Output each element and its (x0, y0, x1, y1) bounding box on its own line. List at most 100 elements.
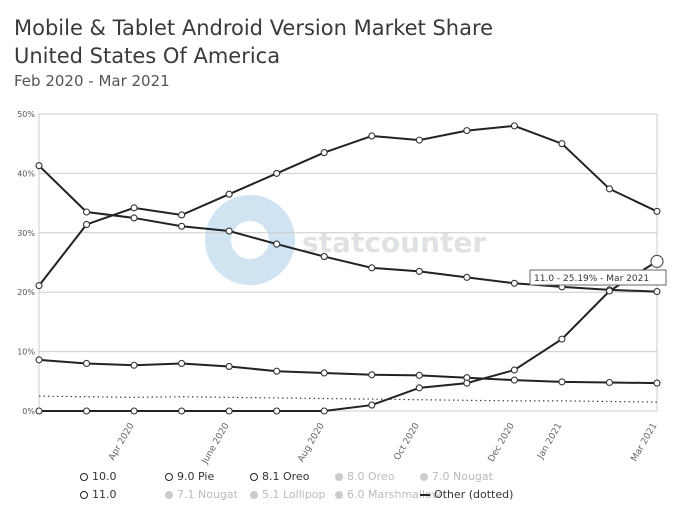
legend-label: Other (dotted) (434, 488, 514, 501)
legend-label: 7.0 Nougat (432, 470, 493, 483)
legend-item-9-0-pie[interactable]: 9.0 Pie (165, 470, 214, 483)
legend-item-6-0-marshmallow[interactable]: 6.0 Marshmallow (335, 488, 441, 501)
y-tick-label: 0% (22, 407, 35, 416)
data-point-11-0 (463, 379, 471, 387)
data-point-11-0 (35, 407, 43, 415)
data-point-9-0-pie (82, 208, 91, 216)
data-point-9-0-pie (320, 253, 328, 261)
circle-marker-icon (420, 472, 428, 481)
legend-label: 8.0 Oreo (347, 470, 395, 483)
data-point-8-1-oreo (605, 378, 614, 387)
legend-item-other-dotted-[interactable]: Other (dotted) (420, 488, 513, 501)
data-point-10-0 (82, 220, 91, 229)
data-point-9-0-pie (225, 227, 233, 235)
data-point-9-0-pie (415, 267, 423, 275)
data-point-10-0 (558, 140, 566, 148)
circle-marker-icon (335, 490, 343, 499)
legend-label: 11.0 (92, 488, 117, 501)
data-point-11-0 (225, 407, 233, 415)
data-point-11-0 (415, 384, 423, 392)
y-tick-label: 40% (17, 169, 35, 178)
data-point-8-1-oreo (225, 362, 233, 371)
hover-marker (650, 254, 664, 268)
chart-title: Mobile & Tablet Android Version Market S… (14, 14, 493, 70)
data-point-10-0 (368, 132, 376, 140)
data-point-9-0-pie (463, 273, 471, 281)
series-line-9-0-pie (38, 164, 658, 293)
line-marker-icon (420, 493, 430, 496)
data-point-10-0 (463, 127, 471, 135)
legend-label: 7.1 Nougat (177, 488, 238, 501)
watermark-logo (205, 195, 295, 285)
data-point-10-0 (320, 149, 328, 157)
x-tick-label: June 2020 (200, 421, 232, 466)
legend-item-11-0[interactable]: 11.0 (80, 488, 117, 501)
data-point-10-0 (653, 207, 661, 215)
series-line-8-1-oreo (38, 358, 658, 385)
data-point-9-0-pie (273, 240, 281, 248)
data-point-10-0 (273, 169, 281, 177)
circle-marker-icon (80, 472, 88, 481)
data-point-9-0-pie (368, 264, 376, 272)
data-point-11-0 (178, 407, 186, 415)
circle-marker-icon (165, 472, 173, 481)
y-tick-label: 10% (17, 348, 35, 357)
data-point-10-0 (178, 211, 186, 219)
data-point-8-1-oreo (130, 361, 138, 369)
data-point-8-1-oreo (35, 356, 43, 364)
data-point-11-0 (605, 287, 614, 295)
watermark-text: statcounter (302, 226, 486, 259)
data-point-11-0 (82, 407, 91, 415)
series-line-11-0 (39, 260, 658, 412)
circle-marker-icon (335, 472, 343, 481)
circle-marker-icon (250, 490, 258, 499)
data-point-10-0 (130, 204, 138, 212)
data-point-11-0 (510, 366, 518, 374)
x-tick-label: Dec 2020 (487, 421, 517, 464)
data-point-8-1-oreo (558, 378, 566, 386)
data-point-9-0-pie (178, 222, 186, 230)
chart-title-line-1: Mobile & Tablet Android Version Market S… (14, 16, 494, 40)
data-point-11-0 (368, 401, 376, 409)
data-point-9-0-pie (35, 162, 43, 170)
circle-marker-icon (80, 490, 88, 499)
series-line-other-dotted- (38, 395, 658, 403)
legend-item-7-0-nougat[interactable]: 7.0 Nougat (420, 470, 493, 483)
legend-label: 5.1 Lollipop (262, 488, 326, 501)
legend-item-8-1-oreo[interactable]: 8.1 Oreo (250, 470, 309, 483)
data-point-8-1-oreo (273, 367, 281, 375)
data-point-8-1-oreo (178, 359, 186, 368)
legend-item-8-0-oreo[interactable]: 8.0 Oreo (335, 470, 394, 483)
y-tick-label: 50% (17, 110, 35, 119)
tooltip-box (529, 269, 667, 286)
legend-label: 8.1 Oreo (262, 470, 310, 483)
data-point-11-0 (273, 407, 281, 415)
data-point-8-1-oreo (320, 369, 328, 377)
line-chart: statcounter 0% 10% 20% 30% 40% 50% Apr 2020 June… (17, 110, 667, 467)
data-point-8-1-oreo (510, 376, 518, 384)
legend-item-7-1-nougat[interactable]: 7.1 Nougat (165, 488, 238, 501)
x-tick-label: Apr 2020 (107, 421, 136, 462)
data-point-10-0 (415, 136, 423, 144)
data-point-11-0 (320, 407, 328, 415)
circle-marker-icon (165, 490, 173, 499)
watermark: statcounter (205, 195, 486, 285)
series-line-10-0 (38, 124, 658, 287)
x-tick-label: Aug 2020 (296, 421, 326, 464)
x-tick-label: Oct 2020 (393, 421, 422, 462)
data-point-9-0-pie (510, 279, 518, 287)
data-point-8-1-oreo (82, 359, 91, 368)
legend-item-10-0[interactable]: 10.0 (80, 470, 117, 483)
data-point-8-1-oreo (415, 371, 423, 379)
data-point-10-0 (35, 282, 43, 290)
legend-label: 9.0 Pie (177, 470, 215, 483)
tooltip-text: 11.0 - 25.19% - Mar 2021 (534, 274, 649, 284)
x-tick-label: Jan 2021 (536, 422, 565, 462)
data-point-8-1-oreo (653, 379, 661, 387)
y-tick-label: 30% (17, 229, 35, 238)
legend-label: 10.0 (92, 470, 117, 483)
data-point-8-1-oreo (368, 371, 376, 379)
circle-marker-icon (250, 472, 258, 481)
legend-item-5-1-lollipop[interactable]: 5.1 Lollipop (250, 488, 326, 501)
chart-subtitle: Feb 2020 - Mar 2021 (14, 72, 170, 90)
